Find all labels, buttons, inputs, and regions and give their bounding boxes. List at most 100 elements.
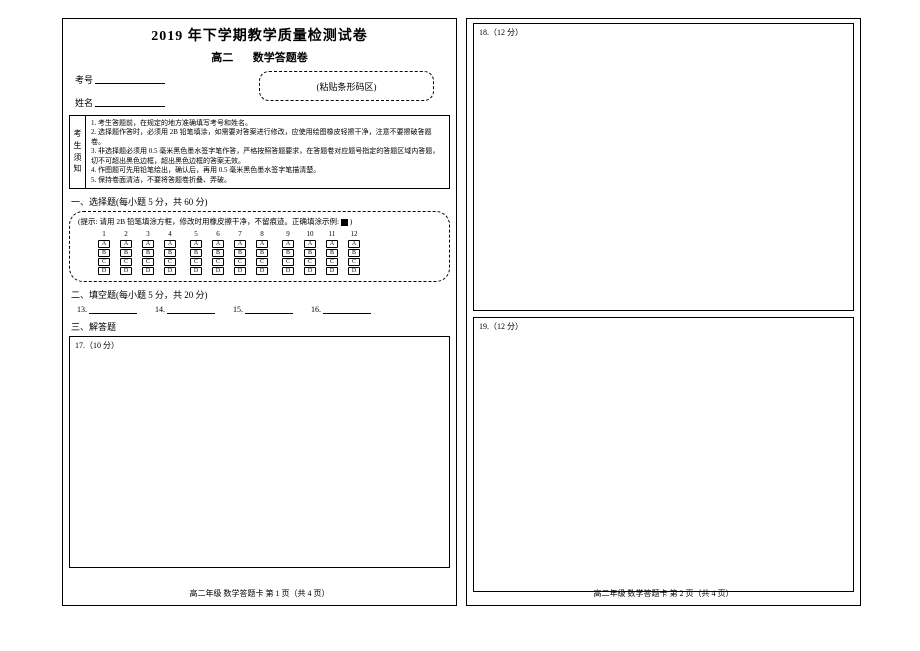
bubble-C[interactable]: C (256, 258, 268, 266)
rules-side-char: 生 (74, 141, 82, 152)
bubble-C[interactable]: C (282, 258, 294, 266)
bubble-B[interactable]: B (142, 249, 154, 257)
bubble-D[interactable]: D (120, 267, 132, 275)
exam-number-label: 考号 (75, 73, 93, 86)
bubble-B[interactable]: B (304, 249, 316, 257)
mc-group: 1 2 3 4 A A A A B B B B C C C C D D D D (98, 230, 176, 275)
bubble-B[interactable]: B (234, 249, 246, 257)
mc-num: 1 (98, 230, 110, 238)
answer-box-q19[interactable]: 19.（12 分） (473, 317, 854, 592)
mc-num: 3 (142, 230, 154, 238)
bubble-A[interactable]: A (164, 240, 176, 248)
bubble-C[interactable]: C (304, 258, 316, 266)
fill-num: 13. (77, 305, 87, 314)
bubble-C[interactable]: C (234, 258, 246, 266)
fill-blank[interactable] (167, 306, 215, 314)
bubble-C[interactable]: C (120, 258, 132, 266)
bubble-D[interactable]: D (190, 267, 202, 275)
rule-line: 2. 选择题作答时，必须用 2B 铅笔填涂，如需要对答案进行修改，应使用绘图橡皮… (91, 128, 444, 147)
bubble-A[interactable]: A (212, 240, 224, 248)
bubble-D[interactable]: D (142, 267, 154, 275)
mc-num: 9 (282, 230, 294, 238)
bubble-C[interactable]: C (164, 258, 176, 266)
name-blank[interactable] (95, 98, 165, 107)
bubble-C[interactable]: C (212, 258, 224, 266)
bubble-D[interactable]: D (234, 267, 246, 275)
mc-num: 12 (348, 230, 360, 238)
fill-item: 13. (77, 305, 137, 314)
sheet-label: 数学答题卷 (253, 52, 308, 64)
name-label: 姓名 (75, 96, 93, 109)
bubble-A[interactable]: A (304, 240, 316, 248)
page-footer-1: 高二年级 数学答题卡 第 1 页（共 4 页） (63, 588, 456, 599)
bubble-C[interactable]: C (190, 258, 202, 266)
fill-blanks-row: 13. 14. 15. 16. (77, 305, 456, 314)
page-footer-2: 高二年级 数学答题卡 第 2 页（共 4 页） (467, 588, 860, 599)
bubble-C[interactable]: C (142, 258, 154, 266)
barcode-label: (粘贴条形码区) (317, 80, 377, 93)
exam-number-blank[interactable] (95, 75, 165, 84)
q19-label: 19.（12 分） (474, 318, 853, 335)
fill-num: 15. (233, 305, 243, 314)
bubble-B[interactable]: B (212, 249, 224, 257)
fill-item: 15. (233, 305, 293, 314)
bubble-A[interactable]: A (120, 240, 132, 248)
grade-label: 高二 (211, 52, 233, 64)
section-free-heading: 三、解答题 (71, 320, 456, 333)
bubble-A[interactable]: A (234, 240, 246, 248)
bubble-A[interactable]: A (256, 240, 268, 248)
rules-side-char: 考 (74, 129, 82, 140)
bubble-B[interactable]: B (190, 249, 202, 257)
mc-num: 5 (190, 230, 202, 238)
bubble-B[interactable]: B (348, 249, 360, 257)
bubble-D[interactable]: D (98, 267, 110, 275)
bubble-A[interactable]: A (348, 240, 360, 248)
bubble-A[interactable]: A (326, 240, 338, 248)
bubble-D[interactable]: D (304, 267, 316, 275)
barcode-area: (粘贴条形码区) (259, 71, 434, 101)
answer-sheet-page-1: 2019 年下学期教学质量检测试卷 高二 数学答题卷 考号 姓名 (粘贴条形码区… (62, 18, 457, 606)
bubble-B[interactable]: B (98, 249, 110, 257)
bubble-D[interactable]: D (282, 267, 294, 275)
exam-title: 2019 年下学期教学质量检测试卷 (63, 25, 456, 45)
bubble-C[interactable]: C (326, 258, 338, 266)
bubble-D[interactable]: D (326, 267, 338, 275)
rules-box: 考 生 须 知 1. 考生答题前，在规定的地方准确填写考号和姓名。 2. 选择题… (69, 115, 450, 189)
fill-blank[interactable] (89, 306, 137, 314)
bubble-B[interactable]: B (282, 249, 294, 257)
bubble-B[interactable]: B (256, 249, 268, 257)
rule-line: 5. 保持卷面清洁，不要将答题卷折叠、弄破。 (91, 176, 444, 185)
mc-group: 5 6 7 8 AAAA BBBB CCCC DDDD (190, 230, 268, 275)
fill-blank[interactable] (323, 306, 371, 314)
section-mc-heading: 一、选择题(每小题 5 分，共 60 分) (71, 195, 456, 208)
bubble-A[interactable]: A (190, 240, 202, 248)
mc-nums: 9 10 11 12 (282, 230, 360, 238)
q18-label: 18.（12 分） (474, 24, 853, 41)
section-fill-heading: 二、填空题(每小题 5 分，共 20 分) (71, 288, 456, 301)
bubble-B[interactable]: B (164, 249, 176, 257)
bubble-A[interactable]: A (98, 240, 110, 248)
bubble-B[interactable]: B (120, 249, 132, 257)
rules-side-char: 须 (74, 153, 82, 164)
bubble-C[interactable]: C (348, 258, 360, 266)
bubble-A[interactable]: A (142, 240, 154, 248)
fill-blank[interactable] (245, 306, 293, 314)
bubble-D[interactable]: D (348, 267, 360, 275)
fill-item: 14. (155, 305, 215, 314)
bubble-D[interactable]: D (164, 267, 176, 275)
mc-num: 4 (164, 230, 176, 238)
bubble-B[interactable]: B (326, 249, 338, 257)
mc-num: 2 (120, 230, 132, 238)
bubble-A[interactable]: A (282, 240, 294, 248)
mc-num: 8 (256, 230, 268, 238)
bubble-D[interactable]: D (212, 267, 224, 275)
q17-label: 17.（10 分） (70, 337, 449, 354)
rules-side-label: 考 生 须 知 (70, 116, 86, 188)
bubble-D[interactable]: D (256, 267, 268, 275)
fill-num: 14. (155, 305, 165, 314)
mc-hint-tail: ) (348, 217, 352, 226)
answer-box-q17[interactable]: 17.（10 分） (69, 336, 450, 568)
answer-box-q18[interactable]: 18.（12 分） (473, 23, 854, 311)
mc-num: 6 (212, 230, 224, 238)
bubble-C[interactable]: C (98, 258, 110, 266)
